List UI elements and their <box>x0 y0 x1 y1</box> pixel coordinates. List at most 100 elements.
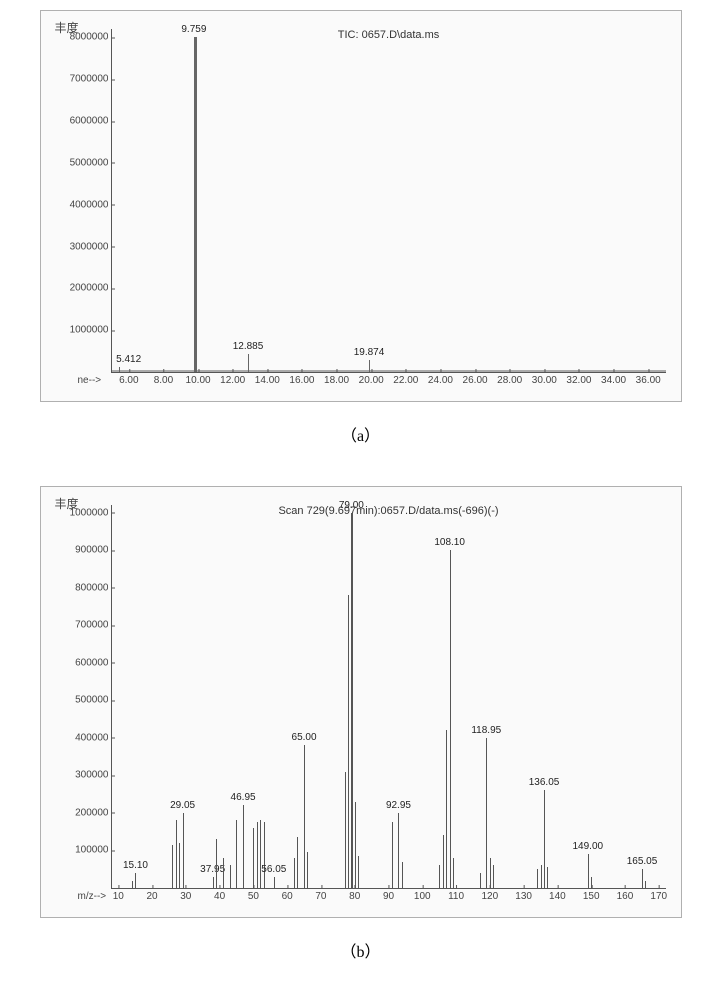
ms-bar <box>358 856 359 888</box>
ms-bar-label: 165.05 <box>627 856 658 867</box>
x-tick: 8.00 <box>154 372 173 386</box>
ms-bar <box>348 595 349 888</box>
x-tick: 30 <box>180 888 191 902</box>
ms-bar <box>257 822 258 888</box>
ms-bar <box>547 867 548 888</box>
ms-bar <box>274 877 275 888</box>
ms-bar <box>591 877 592 888</box>
ms-bar <box>172 845 173 888</box>
plot-area-b: Scan 729(9.697min):0657.D/data.ms(-696)(… <box>111 505 666 889</box>
ms-bar <box>355 802 356 888</box>
ms-bar-label: 136.05 <box>529 777 560 788</box>
y-tick: 6000000 <box>70 116 112 127</box>
y-tick: 7000000 <box>70 74 112 85</box>
ms-bar <box>236 820 237 888</box>
peak-label: 19.874 <box>354 347 385 358</box>
ms-bar <box>253 828 254 888</box>
x-tick: 140 <box>549 888 566 902</box>
chromatogram-peak <box>119 367 120 372</box>
ms-bar-label: 108.10 <box>434 537 465 548</box>
x-tick: 18.00 <box>324 372 349 386</box>
ms-bar <box>588 854 589 888</box>
ms-bar <box>351 513 353 888</box>
y-tick: 5000000 <box>70 157 112 168</box>
x-tick: 40 <box>214 888 225 902</box>
y-tick: 8000000 <box>70 32 112 43</box>
x-unit-a: ne--> <box>78 372 102 386</box>
ms-bar-label: 56.05 <box>261 864 286 875</box>
y-tick: 4000000 <box>70 199 112 210</box>
x-tick: 20.00 <box>359 372 384 386</box>
ms-bar-label: 118.95 <box>471 725 501 736</box>
ms-bar <box>132 881 133 889</box>
ms-bar <box>450 550 451 888</box>
ms-bar <box>490 858 491 888</box>
ms-bar <box>260 820 261 888</box>
ms-bar <box>493 865 494 888</box>
ms-bar-label: 92.95 <box>386 800 411 811</box>
ms-bar <box>304 745 305 888</box>
ms-bar <box>402 862 403 888</box>
x-tick: 110 <box>448 888 464 902</box>
y-tick: 900000 <box>75 545 111 556</box>
x-tick: 60 <box>282 888 293 902</box>
peak-label: 9.759 <box>181 24 206 35</box>
ms-bar <box>216 839 217 888</box>
y-tick: 1000000 <box>70 325 112 336</box>
x-unit-b: m/z--> <box>78 888 107 902</box>
ms-bar <box>544 790 545 888</box>
y-tick: 1000000 <box>70 507 112 518</box>
x-tick: 26.00 <box>463 372 488 386</box>
caption-b: （b） <box>10 938 701 962</box>
ms-bar <box>345 772 346 888</box>
x-tick: 70 <box>315 888 326 902</box>
ms-bar <box>243 805 244 888</box>
x-tick: 32.00 <box>566 372 591 386</box>
x-tick: 34.00 <box>601 372 626 386</box>
y-tick: 3000000 <box>70 241 112 252</box>
ms-bar <box>264 822 265 888</box>
plot-area-a: TIC: 0657.D\data.ms ne--> 10000002000000… <box>111 29 666 373</box>
ms-bar-label: 46.95 <box>231 792 256 803</box>
x-tick: 170 <box>650 888 667 902</box>
y-tick: 800000 <box>75 582 111 593</box>
x-tick: 20 <box>146 888 157 902</box>
x-tick: 100 <box>414 888 431 902</box>
x-tick: 130 <box>515 888 532 902</box>
y-tick: 2000000 <box>70 283 112 294</box>
ms-bar <box>446 730 447 888</box>
x-tick: 6.00 <box>119 372 138 386</box>
y-tick: 400000 <box>75 732 111 743</box>
ms-bar-label: 79.00 <box>339 500 364 511</box>
peak-label: 12.885 <box>233 341 264 352</box>
mass-spectrum-panel: 丰度 Scan 729(9.697min):0657.D/data.ms(-69… <box>40 486 682 918</box>
y-tick: 200000 <box>75 807 111 818</box>
ms-bar <box>223 858 224 888</box>
ms-bar <box>135 873 136 888</box>
x-tick: 10 <box>113 888 124 902</box>
ms-bar <box>392 822 393 888</box>
y-tick: 500000 <box>75 695 111 706</box>
chromatogram-peak <box>248 354 249 372</box>
x-tick: 50 <box>248 888 259 902</box>
x-tick: 90 <box>383 888 394 902</box>
peak-label: 5.412 <box>116 354 141 365</box>
x-tick: 14.00 <box>255 372 280 386</box>
x-tick: 80 <box>349 888 360 902</box>
y-tick: 700000 <box>75 620 111 631</box>
ms-bar-label: 15.10 <box>123 860 148 871</box>
ms-bar <box>183 813 184 888</box>
caption-a: （a） <box>10 422 701 446</box>
ms-bar <box>645 881 646 889</box>
ms-bar <box>443 835 444 888</box>
x-tick: 36.00 <box>636 372 661 386</box>
ms-bar <box>230 865 231 888</box>
ms-bar-label: 37.95 <box>200 864 225 875</box>
ms-bar <box>307 852 308 888</box>
x-tick: 28.00 <box>497 372 522 386</box>
ms-bar <box>294 858 295 888</box>
chromatogram-peak <box>194 37 197 372</box>
ms-bar <box>537 869 538 888</box>
x-tick: 24.00 <box>428 372 453 386</box>
x-tick: 12.00 <box>220 372 245 386</box>
